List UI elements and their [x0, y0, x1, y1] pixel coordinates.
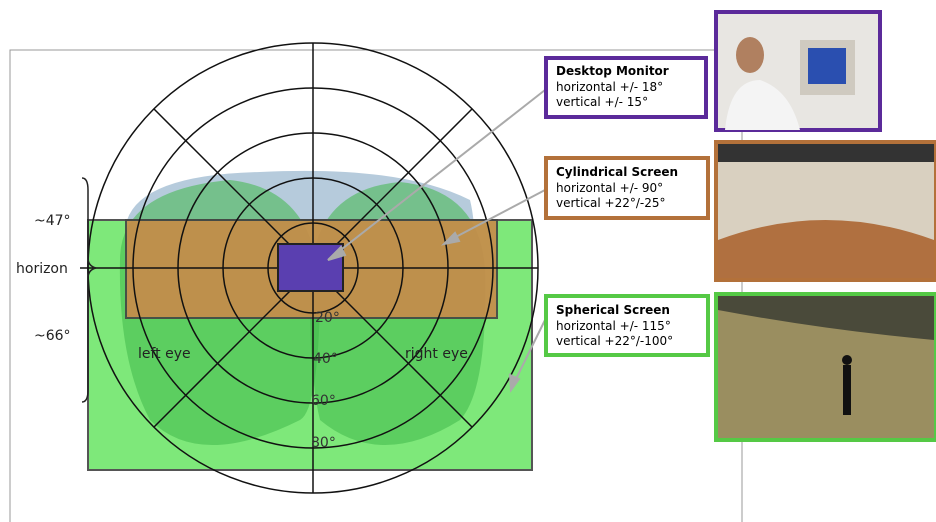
box-line: horizontal +/- 18°: [556, 80, 663, 94]
ring-label: 40°: [313, 351, 338, 367]
box-line: horizontal +/- 90°: [556, 181, 663, 195]
cylindrical-box: [544, 156, 710, 220]
monitor-photo: [714, 10, 882, 132]
box-line: horizontal +/- 115°: [556, 319, 671, 333]
arrows: [327, 89, 546, 393]
side-label: horizon: [16, 261, 68, 277]
box-line: vertical +22°/-25°: [556, 196, 666, 210]
box-title: Desktop Monitor: [556, 64, 669, 78]
box-title: Cylindrical Screen: [556, 165, 678, 179]
brace: [81, 177, 97, 403]
ring-label: 80°: [311, 435, 336, 451]
ring-label: 60°: [311, 393, 336, 409]
monitor-region: [277, 243, 344, 292]
side-label: ~66°: [34, 328, 71, 344]
cylindrical-photo: [714, 140, 936, 282]
ring-label: 20°: [315, 310, 340, 326]
spherical-box: [544, 294, 710, 357]
box-line: vertical +/- 15°: [556, 95, 648, 109]
spherical-photo: [714, 292, 936, 442]
box-line: vertical +22°/-100°: [556, 334, 673, 348]
side-label: ~47°: [34, 213, 71, 229]
box-title: Spherical Screen: [556, 303, 670, 317]
eye-label: right eye: [405, 346, 468, 362]
monitor-box: [544, 56, 708, 119]
eye-label: left eye: [138, 346, 191, 362]
